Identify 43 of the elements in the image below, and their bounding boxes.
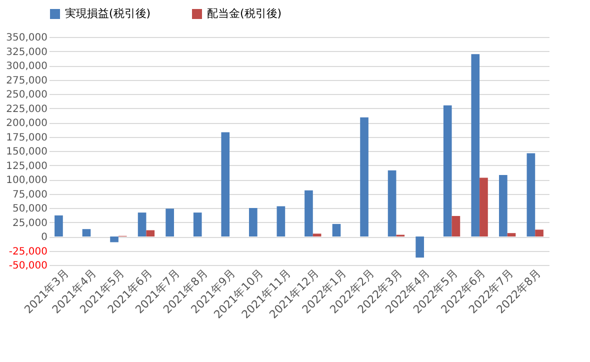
- bar: [82, 229, 91, 236]
- y-tick-label: 275,000: [6, 75, 48, 86]
- legend-label: 配当金(税引後): [207, 7, 282, 20]
- y-tick-label: 125,000: [6, 160, 48, 172]
- y-tick-label: 25,000: [12, 218, 48, 229]
- y-tick-label: 75,000: [12, 189, 48, 200]
- bar: [193, 212, 202, 236]
- y-tick-label: 225,000: [6, 104, 48, 115]
- y-tick-label: -25,000: [8, 246, 48, 258]
- bar: [535, 230, 544, 236]
- bar: [452, 216, 460, 236]
- y-tick-label: 300,000: [6, 61, 48, 72]
- bar: [304, 190, 313, 236]
- y-tick-label: 0: [41, 232, 48, 243]
- bar: [443, 105, 452, 236]
- bar: [276, 206, 286, 236]
- bar: [360, 117, 368, 236]
- y-tick-label: 325,000: [6, 46, 48, 58]
- legend-label: 実現損益(税引後): [65, 7, 151, 20]
- y-tick-label: 50,000: [12, 204, 48, 214]
- bar: [146, 230, 155, 236]
- y-tick-label: 250,000: [6, 90, 48, 100]
- bar: [388, 170, 396, 236]
- bar: [499, 174, 508, 236]
- bar: [526, 153, 536, 236]
- bar: [416, 236, 424, 258]
- bar: [54, 215, 63, 236]
- bar: [471, 54, 480, 236]
- bar: [507, 233, 516, 236]
- y-tick-label: 200,000: [6, 118, 48, 129]
- bar: [332, 224, 341, 236]
- bar: [110, 236, 118, 242]
- bar: [312, 234, 322, 236]
- y-tick-label: 100,000: [6, 175, 48, 186]
- y-tick-label: 150,000: [6, 146, 48, 158]
- bar: [480, 178, 488, 236]
- bar: [221, 132, 230, 236]
- bar: [166, 208, 174, 236]
- bar: [249, 208, 258, 236]
- bar: [138, 212, 146, 236]
- y-tick-label: 350,000: [6, 32, 48, 44]
- y-tick-label: -50,000: [8, 260, 48, 272]
- y-tick-label: 175,000: [6, 132, 48, 144]
